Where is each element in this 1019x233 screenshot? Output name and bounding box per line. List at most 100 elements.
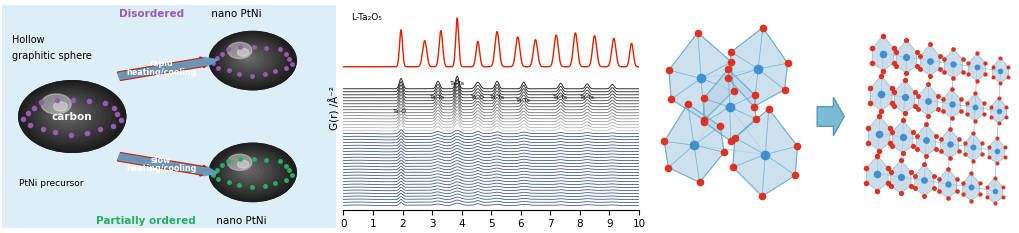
Circle shape — [231, 47, 268, 71]
Polygon shape — [704, 107, 731, 141]
Polygon shape — [730, 95, 756, 119]
FancyArrow shape — [117, 153, 213, 176]
Circle shape — [54, 102, 67, 111]
Circle shape — [209, 31, 297, 90]
Polygon shape — [735, 109, 768, 154]
Polygon shape — [701, 79, 734, 120]
Text: Ta-O: Ta-O — [471, 95, 485, 100]
Text: carbon: carbon — [52, 112, 93, 121]
Polygon shape — [701, 62, 734, 91]
Polygon shape — [893, 120, 913, 153]
Circle shape — [31, 89, 111, 142]
Polygon shape — [990, 98, 1007, 123]
Polygon shape — [765, 109, 798, 154]
Polygon shape — [729, 69, 758, 106]
Polygon shape — [918, 84, 937, 116]
Circle shape — [216, 36, 288, 84]
Circle shape — [227, 154, 252, 170]
Circle shape — [216, 148, 288, 196]
Circle shape — [46, 99, 91, 129]
Polygon shape — [895, 80, 915, 113]
Circle shape — [219, 38, 284, 82]
Polygon shape — [698, 33, 732, 79]
Circle shape — [212, 146, 292, 199]
Circle shape — [62, 110, 70, 116]
FancyArrow shape — [817, 97, 844, 136]
Circle shape — [238, 163, 260, 178]
Polygon shape — [866, 155, 889, 191]
Circle shape — [245, 167, 252, 172]
Circle shape — [237, 161, 249, 168]
Circle shape — [18, 81, 125, 152]
Polygon shape — [758, 63, 788, 90]
Polygon shape — [993, 58, 1009, 83]
Polygon shape — [963, 173, 979, 201]
Text: Partially ordered: Partially ordered — [96, 216, 196, 226]
Polygon shape — [967, 93, 983, 121]
Polygon shape — [730, 107, 756, 141]
Polygon shape — [915, 164, 934, 196]
Circle shape — [222, 40, 280, 79]
Polygon shape — [729, 52, 758, 78]
Circle shape — [227, 42, 252, 58]
Circle shape — [228, 45, 272, 74]
Text: slow: slow — [151, 156, 171, 165]
Polygon shape — [870, 75, 892, 111]
Polygon shape — [868, 116, 890, 151]
Circle shape — [238, 51, 260, 66]
Text: Ta-O: Ta-O — [393, 109, 408, 114]
Circle shape — [50, 102, 86, 126]
Text: Ta-Ta: Ta-Ta — [449, 81, 465, 86]
Circle shape — [222, 152, 280, 191]
Text: Ta-Ta: Ta-Ta — [516, 99, 531, 103]
Circle shape — [39, 94, 101, 136]
Polygon shape — [965, 133, 981, 161]
Polygon shape — [916, 124, 935, 156]
Text: PtNi precursor: PtNi precursor — [18, 179, 84, 188]
Circle shape — [231, 159, 268, 183]
Polygon shape — [694, 126, 725, 152]
Circle shape — [234, 49, 264, 68]
Circle shape — [219, 150, 284, 193]
Polygon shape — [733, 154, 765, 196]
Polygon shape — [732, 27, 763, 69]
Circle shape — [225, 42, 276, 76]
Polygon shape — [664, 141, 694, 168]
Circle shape — [35, 91, 106, 139]
Circle shape — [58, 108, 75, 120]
Polygon shape — [945, 49, 963, 78]
Polygon shape — [920, 45, 940, 76]
Polygon shape — [758, 27, 788, 69]
Polygon shape — [941, 129, 959, 158]
Polygon shape — [733, 138, 765, 167]
Text: graphitic sphere: graphitic sphere — [12, 51, 92, 61]
Text: Hollow: Hollow — [12, 35, 45, 45]
Polygon shape — [668, 145, 700, 182]
Circle shape — [54, 105, 81, 123]
Polygon shape — [664, 104, 694, 145]
Text: nano PtNi: nano PtNi — [213, 216, 266, 226]
Circle shape — [245, 55, 252, 60]
Polygon shape — [762, 154, 795, 196]
FancyArrow shape — [117, 57, 213, 80]
Polygon shape — [938, 169, 957, 198]
Polygon shape — [694, 145, 725, 182]
Circle shape — [42, 97, 96, 133]
FancyBboxPatch shape — [0, 0, 344, 233]
Text: Ta-Ta: Ta-Ta — [553, 95, 569, 100]
FancyArrow shape — [118, 154, 217, 176]
Polygon shape — [968, 53, 985, 81]
Polygon shape — [986, 178, 1003, 203]
Text: rapid: rapid — [149, 59, 173, 69]
Text: heating/cooling: heating/cooling — [126, 164, 197, 173]
Polygon shape — [703, 69, 730, 107]
Circle shape — [237, 49, 249, 56]
Polygon shape — [703, 98, 730, 122]
Text: nano PtNi: nano PtNi — [208, 9, 261, 19]
Text: Ta-Ta: Ta-Ta — [430, 95, 445, 100]
Polygon shape — [672, 79, 704, 120]
Text: L-Ta₂O₅: L-Ta₂O₅ — [351, 13, 382, 22]
Circle shape — [242, 53, 256, 63]
Polygon shape — [729, 69, 755, 107]
Circle shape — [41, 94, 71, 114]
